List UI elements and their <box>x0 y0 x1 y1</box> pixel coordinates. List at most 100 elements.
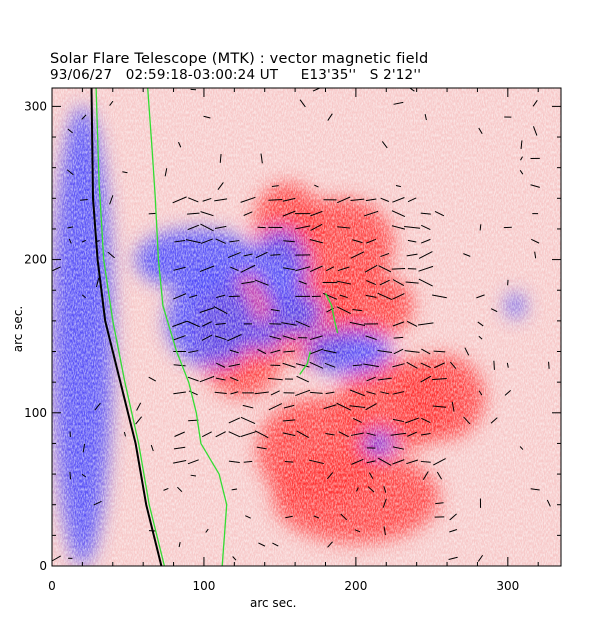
field-vector-302 <box>271 185 279 187</box>
field-vector-100 <box>214 391 227 394</box>
field-vector-87 <box>94 402 101 411</box>
field-vector-45 <box>351 458 364 465</box>
field-vector-169 <box>478 335 483 340</box>
field-vector-17 <box>340 513 348 521</box>
field-vector-53 <box>150 444 154 452</box>
field-vector-52 <box>82 443 86 453</box>
field-vector-276 <box>243 211 253 216</box>
field-vector-213 <box>392 279 405 286</box>
field-vector-160 <box>201 334 213 341</box>
field-vector-110 <box>366 391 376 395</box>
field-vector-194 <box>216 294 226 299</box>
field-vector-260 <box>187 224 200 231</box>
field-vector-299 <box>392 197 405 203</box>
field-vector-86 <box>490 417 498 424</box>
field-vector-150 <box>283 350 295 353</box>
field-vector-15 <box>285 515 293 519</box>
field-vector-158 <box>464 347 470 356</box>
field-vector-107 <box>310 391 323 394</box>
field-vector-164 <box>282 335 296 341</box>
field-vector-322 <box>327 113 333 121</box>
field-vector-159 <box>173 335 186 341</box>
field-vector-106 <box>295 389 311 397</box>
field-vector-172 <box>202 321 212 327</box>
field-vector-252 <box>283 240 295 243</box>
field-vector-269 <box>404 226 421 229</box>
contour-inner-contour <box>95 88 166 566</box>
field-vector-217 <box>52 266 61 272</box>
field-vector-186 <box>270 308 280 312</box>
field-vector-7 <box>272 542 279 547</box>
field-vector-128 <box>216 362 226 368</box>
field-vector-259 <box>67 226 74 229</box>
field-vector-239 <box>380 252 390 258</box>
field-vector-292 <box>268 198 283 201</box>
field-vector-258 <box>531 238 540 244</box>
field-vector-60 <box>123 431 126 437</box>
field-vector-37 <box>422 471 429 480</box>
field-vector-301 <box>217 182 224 190</box>
field-vector-177 <box>295 320 310 328</box>
field-vector-315 <box>381 141 388 149</box>
field-vector-206 <box>241 280 255 285</box>
y-tick-label-100: 100 <box>24 406 47 420</box>
field-vector-271 <box>479 224 482 231</box>
field-vector-233 <box>227 251 241 259</box>
field-vector-255 <box>366 238 377 244</box>
y-tick-label-0: 0 <box>39 559 47 573</box>
field-vector-200 <box>365 294 377 298</box>
field-vector-89 <box>242 404 254 409</box>
field-vector-254 <box>352 239 363 244</box>
field-vector-232 <box>107 251 115 259</box>
field-vector-49 <box>406 459 419 465</box>
field-vector-84 <box>421 417 431 424</box>
field-vector-248 <box>185 239 201 244</box>
field-vector-245 <box>81 239 86 243</box>
field-vector-71 <box>350 432 364 436</box>
noise-texture <box>52 88 561 566</box>
field-vector-26 <box>177 486 183 492</box>
field-vector-250 <box>215 238 226 244</box>
field-vector-189 <box>352 309 363 312</box>
field-vector-156 <box>421 348 431 355</box>
field-vector-298 <box>380 197 390 202</box>
field-vector-214 <box>405 281 419 284</box>
field-vector-143 <box>506 362 509 368</box>
field-vector-118 <box>215 377 226 381</box>
field-vector-205 <box>95 278 100 288</box>
field-vector-285 <box>80 198 88 201</box>
field-vector-253 <box>309 239 324 244</box>
field-vector-140 <box>434 362 445 369</box>
field-vector-257 <box>420 238 431 244</box>
neutral-lines <box>90 88 339 566</box>
field-vector-113 <box>478 390 483 396</box>
field-vector-78 <box>228 417 241 424</box>
x-tick-label-100: 100 <box>192 579 215 593</box>
field-vector-210 <box>336 280 352 285</box>
field-vector-74 <box>407 431 418 437</box>
field-vector-180 <box>392 321 405 327</box>
field-vector-244 <box>68 238 72 244</box>
field-vector-193 <box>189 294 198 299</box>
field-vector-125 <box>420 375 432 383</box>
contour-limb-edge <box>90 88 163 566</box>
field-vector-195 <box>228 295 240 298</box>
field-vector-104 <box>270 390 280 396</box>
field-vector-44 <box>308 459 324 465</box>
field-vector-58 <box>519 446 524 450</box>
field-vector-157 <box>433 350 446 353</box>
field-vector-228 <box>378 265 392 273</box>
field-vector-108 <box>325 391 335 395</box>
field-vector-166 <box>310 335 323 341</box>
field-vector-54 <box>173 446 186 450</box>
field-vector-153 <box>377 350 393 354</box>
field-vector-168 <box>393 336 404 339</box>
field-vector-142 <box>493 360 495 370</box>
field-vector-13 <box>449 529 458 533</box>
field-vector-297 <box>365 198 377 202</box>
field-vector-241 <box>418 251 433 259</box>
field-vector-173 <box>215 322 226 326</box>
field-vector-69 <box>325 433 335 436</box>
field-vector-234 <box>243 253 253 257</box>
